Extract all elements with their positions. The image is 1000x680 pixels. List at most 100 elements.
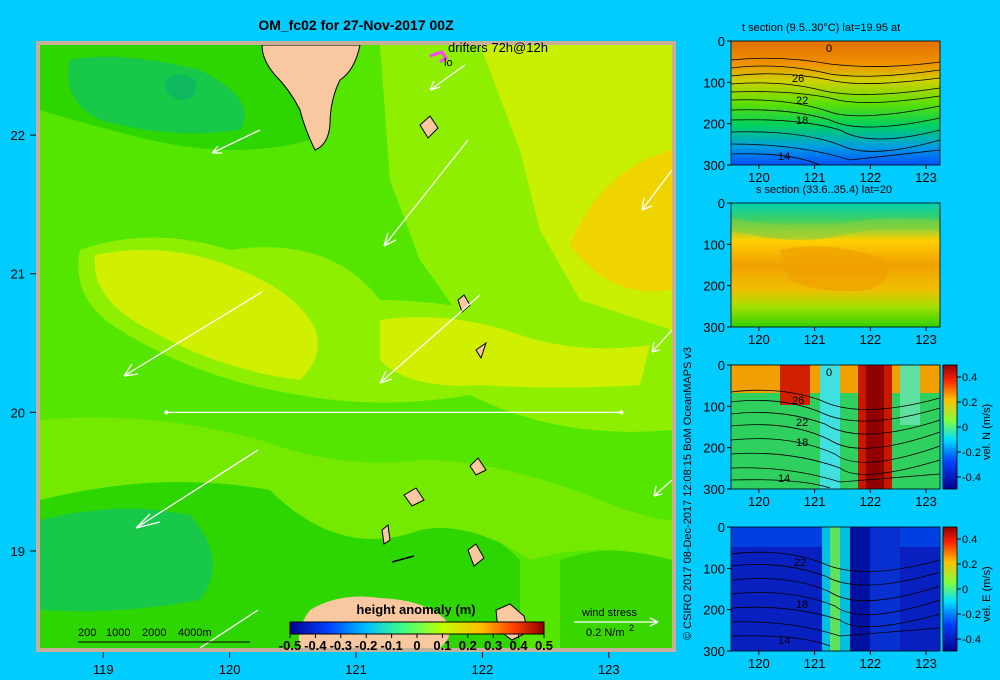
contour-label: 26 (792, 395, 804, 407)
y-tick-label: 100 (703, 561, 725, 576)
contour-label: 14 (778, 473, 790, 485)
colorbar-tick-label: 0.2 (459, 638, 477, 653)
contour-label: 14 (778, 151, 790, 163)
height-anomaly-field (40, 45, 672, 648)
map-title: OM_fc02 for 27-Nov-2017 00Z (258, 17, 454, 33)
x-tick-label: 120 (748, 332, 770, 347)
colorbar-ticks: 0.4 0.2 0 -0.2 -0.4 (957, 534, 981, 646)
map-x-axis: 119 120 121 122 123 (93, 652, 620, 677)
colorbar-ticks: -0.5 -0.4 -0.3 -0.2 -0.1 0 0.1 0.2 0.3 0.4 0.5 (279, 634, 553, 653)
section-line (164, 410, 624, 415)
colorbar-tick-label: 0 (962, 422, 968, 434)
panel-frame (730, 526, 941, 652)
colorbar-tick-label: 0.4 (962, 372, 977, 384)
credit-text: © CSIRO 2017 08-Dec-2017 12:08:15 BoM Oc… (682, 347, 694, 640)
contour-label: 0 (826, 43, 832, 55)
wind-legend-value: 0.2 N/m (586, 627, 625, 639)
colorbar-tick-label: -0.4 (962, 634, 981, 646)
colorbar-tick-label: -0.1 (380, 638, 402, 653)
y-tick-label: 200 (703, 441, 725, 456)
section-line-end (164, 410, 169, 415)
y-tick-label: 100 (703, 399, 725, 414)
velocity-e-colorbar (942, 526, 958, 652)
colorbar-tick-label: -0.2 (962, 609, 981, 621)
wind-legend-exponent: 2 (629, 623, 634, 633)
y-tick-label: 22 (11, 128, 25, 143)
height-anomaly-colorbar (289, 621, 545, 635)
x-tick-label: 120 (748, 170, 770, 185)
panel-axes: 0 100 200 300 120 121 122 123 (703, 196, 941, 347)
panel-title: t section (9.5..30°C) lat=19.95 at (742, 22, 900, 34)
y-tick-label: 300 (703, 320, 725, 335)
x-tick-label: 121 (804, 332, 826, 347)
contour-label: 18 (796, 437, 808, 449)
y-tick-label: 21 (11, 267, 25, 282)
depth-legend-item: 2000 (142, 627, 166, 639)
wind-stress-arrows (123, 64, 672, 648)
wind-legend-arrow (574, 617, 659, 627)
velocity-e-contours (730, 551, 941, 647)
depth-legend: 200 1000 2000 4000m (78, 627, 212, 639)
colorbar-tick-label: 0 (413, 638, 420, 653)
x-tick-label: 121 (804, 656, 826, 671)
colorbar-tick-label: 0.2 (962, 397, 977, 409)
y-tick-label: 20 (11, 405, 25, 420)
y-tick-label: 200 (703, 117, 725, 132)
section-line-end (619, 410, 624, 415)
x-tick-label: 121 (804, 494, 826, 509)
panel-axes: 0 100 200 300 120 121 122 123 (703, 34, 941, 185)
panel-frame (730, 202, 941, 328)
colorbar-ticks: 0.4 0.2 0 -0.2 -0.4 (957, 372, 981, 484)
temperature-contours (730, 57, 941, 166)
colorbar-tick-label: -0.5 (279, 638, 301, 653)
y-tick-label: 0 (718, 520, 725, 535)
y-tick-label: 0 (718, 34, 725, 49)
y-tick-label: 200 (703, 603, 725, 618)
colorbar-tick-label: 0 (962, 584, 968, 596)
colorbar-tick-label: 0.4 (510, 638, 529, 653)
y-tick-label: 200 (703, 279, 725, 294)
x-tick-label: 122 (472, 662, 494, 677)
x-tick-label: 121 (804, 170, 826, 185)
drifter-marker: lo (444, 57, 453, 69)
x-tick-label: 119 (93, 662, 114, 677)
colorbar-tick-label: -0.4 (962, 472, 981, 484)
y-tick-label: 100 (703, 237, 725, 252)
drifters-label: drifters 72h@12h (448, 40, 548, 55)
x-tick-label: 122 (859, 332, 881, 347)
colorbar-tick-label: 0.5 (535, 638, 553, 653)
x-tick-label: 122 (859, 494, 881, 509)
colorbar-label: vel. E (m/s) (981, 566, 993, 622)
x-tick-label: 120 (748, 656, 770, 671)
panel-axes: 0 100 200 300 120 121 122 123 (703, 520, 941, 671)
drifter-track (429, 50, 449, 64)
y-tick-label: 0 (718, 358, 725, 373)
depth-legend-item: 1000 (106, 627, 130, 639)
x-tick-label: 123 (915, 494, 937, 509)
y-tick-label: 300 (703, 644, 725, 659)
x-tick-label: 123 (598, 662, 620, 677)
colorbar-tick-label: 0.3 (484, 638, 502, 653)
panel-title: s section (33.6..35.4) lat=20 (756, 184, 892, 196)
contour-label: 14 (778, 635, 790, 647)
x-tick-label: 122 (859, 170, 881, 185)
contour-label: 18 (796, 599, 808, 611)
contour-label: 22 (796, 95, 808, 107)
y-tick-label: 300 (703, 158, 725, 173)
contour-label: 18 (796, 115, 808, 127)
y-tick-label: 300 (703, 482, 725, 497)
velocity-n-colorbar (942, 364, 958, 490)
colorbar-label: height anomaly (m) (356, 602, 475, 617)
contour-label: 22 (794, 557, 806, 569)
contour-label: 0 (826, 367, 832, 379)
colorbar-tick-label: -0.3 (330, 638, 352, 653)
y-tick-label: 100 (703, 75, 725, 90)
panel-frame (730, 40, 941, 166)
panel-frame (730, 364, 941, 490)
x-tick-label: 120 (748, 494, 770, 509)
velocity-n-contours (730, 389, 941, 489)
x-tick-label: 123 (915, 656, 937, 671)
depth-legend-item: 200 (78, 627, 96, 639)
x-tick-label: 120 (219, 662, 241, 677)
colorbar-label: vel. N (m/s) (981, 404, 993, 460)
